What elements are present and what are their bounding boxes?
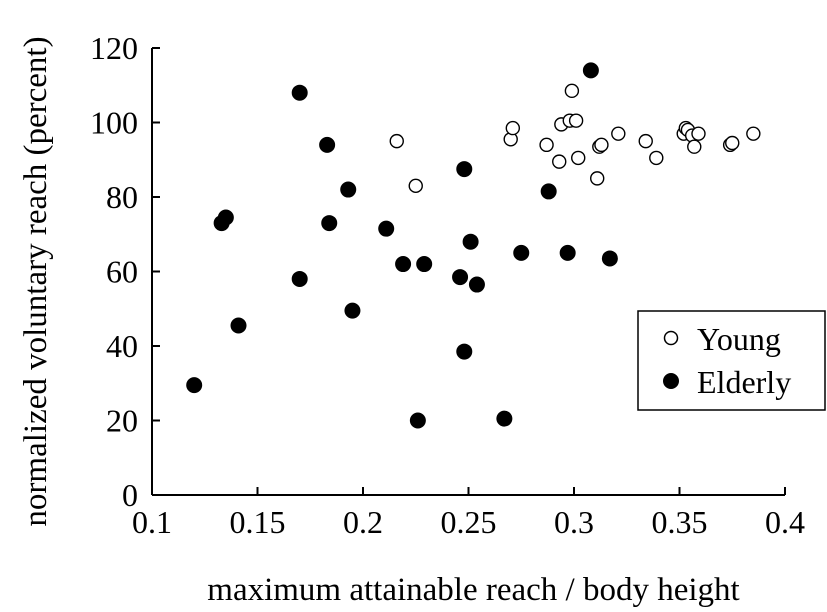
elderly-data-point — [540, 183, 557, 200]
young-data-point — [408, 178, 423, 194]
legend-box — [637, 310, 826, 411]
elderly-data-point — [321, 215, 338, 232]
elderly-data-point — [319, 136, 336, 153]
legend-young-marker — [663, 330, 679, 346]
young-data-point — [590, 171, 605, 186]
y-tick-label: 20 — [106, 403, 138, 439]
elderly-data-point — [456, 343, 473, 360]
young-data-point — [389, 133, 404, 149]
young-data-point — [552, 154, 567, 169]
elderly-data-point — [395, 256, 412, 273]
young-data-point — [568, 113, 584, 128]
elderly-data-point — [416, 256, 433, 273]
elderly-data-point — [409, 412, 426, 429]
x-tick-label: 0.4 — [765, 504, 805, 540]
y-axis-title: normalized voluntary reach (percent) — [18, 36, 54, 526]
legend-elderly-marker — [663, 373, 679, 389]
x-tick-label: 0.15 — [230, 504, 286, 540]
elderly-data-point — [582, 62, 599, 79]
young-data-point — [611, 126, 626, 141]
elderly-data-point — [186, 377, 203, 394]
y-tick-label: 60 — [106, 254, 138, 290]
young-data-point — [725, 135, 740, 151]
legend: Young Elderly — [637, 310, 826, 411]
young-data-point — [571, 150, 586, 166]
elderly-data-point — [217, 209, 234, 226]
x-axis-title: maximum attainable reach / body height — [207, 572, 739, 608]
elderly-data-point — [291, 84, 308, 101]
young-data-point — [505, 120, 521, 136]
x-tick-label: 0.25 — [441, 504, 497, 540]
legend-elderly-label: Elderly — [697, 364, 791, 400]
elderly-data-point — [340, 181, 357, 198]
y-tick-label: 40 — [106, 328, 138, 364]
elderly-data-point — [462, 233, 479, 250]
elderly-data-point — [230, 317, 247, 334]
elderly-data-point — [559, 244, 576, 261]
elderly-data-point — [468, 276, 485, 293]
elderly-data-point — [601, 250, 618, 267]
x-tick-label: 0.2 — [343, 504, 383, 540]
elderly-data-point — [456, 161, 473, 178]
young-data-point — [691, 126, 706, 141]
elderly-data-point — [291, 270, 308, 287]
elderly-data-point — [496, 410, 513, 427]
young-data-point — [687, 139, 702, 154]
young-data-point — [564, 83, 580, 99]
young-data-point — [539, 137, 554, 153]
young-data-point — [594, 137, 609, 153]
young-data-point — [638, 133, 653, 149]
data-points — [186, 62, 761, 429]
young-data-point — [746, 126, 761, 141]
elderly-data-point — [513, 244, 530, 261]
legend-young-label: Young — [697, 321, 781, 357]
young-data-point — [649, 150, 664, 166]
x-axis-ticks: 0.1 0.15 0.2 0.25 0.3 0.35 0.4 — [132, 487, 805, 540]
axes — [151, 48, 785, 496]
x-tick-label: 0.1 — [132, 504, 172, 540]
y-tick-label: 0 — [122, 477, 138, 513]
x-tick-label: 0.35 — [652, 504, 708, 540]
elderly-data-point — [378, 220, 395, 237]
y-axis-ticks: 0 20 40 60 80 100 120 — [90, 30, 160, 513]
elderly-data-point — [452, 269, 469, 286]
y-tick-label: 80 — [106, 179, 138, 215]
elderly-data-point — [344, 302, 361, 319]
y-tick-label: 100 — [90, 105, 138, 141]
x-tick-label: 0.3 — [554, 504, 594, 540]
y-tick-label: 120 — [90, 30, 138, 66]
